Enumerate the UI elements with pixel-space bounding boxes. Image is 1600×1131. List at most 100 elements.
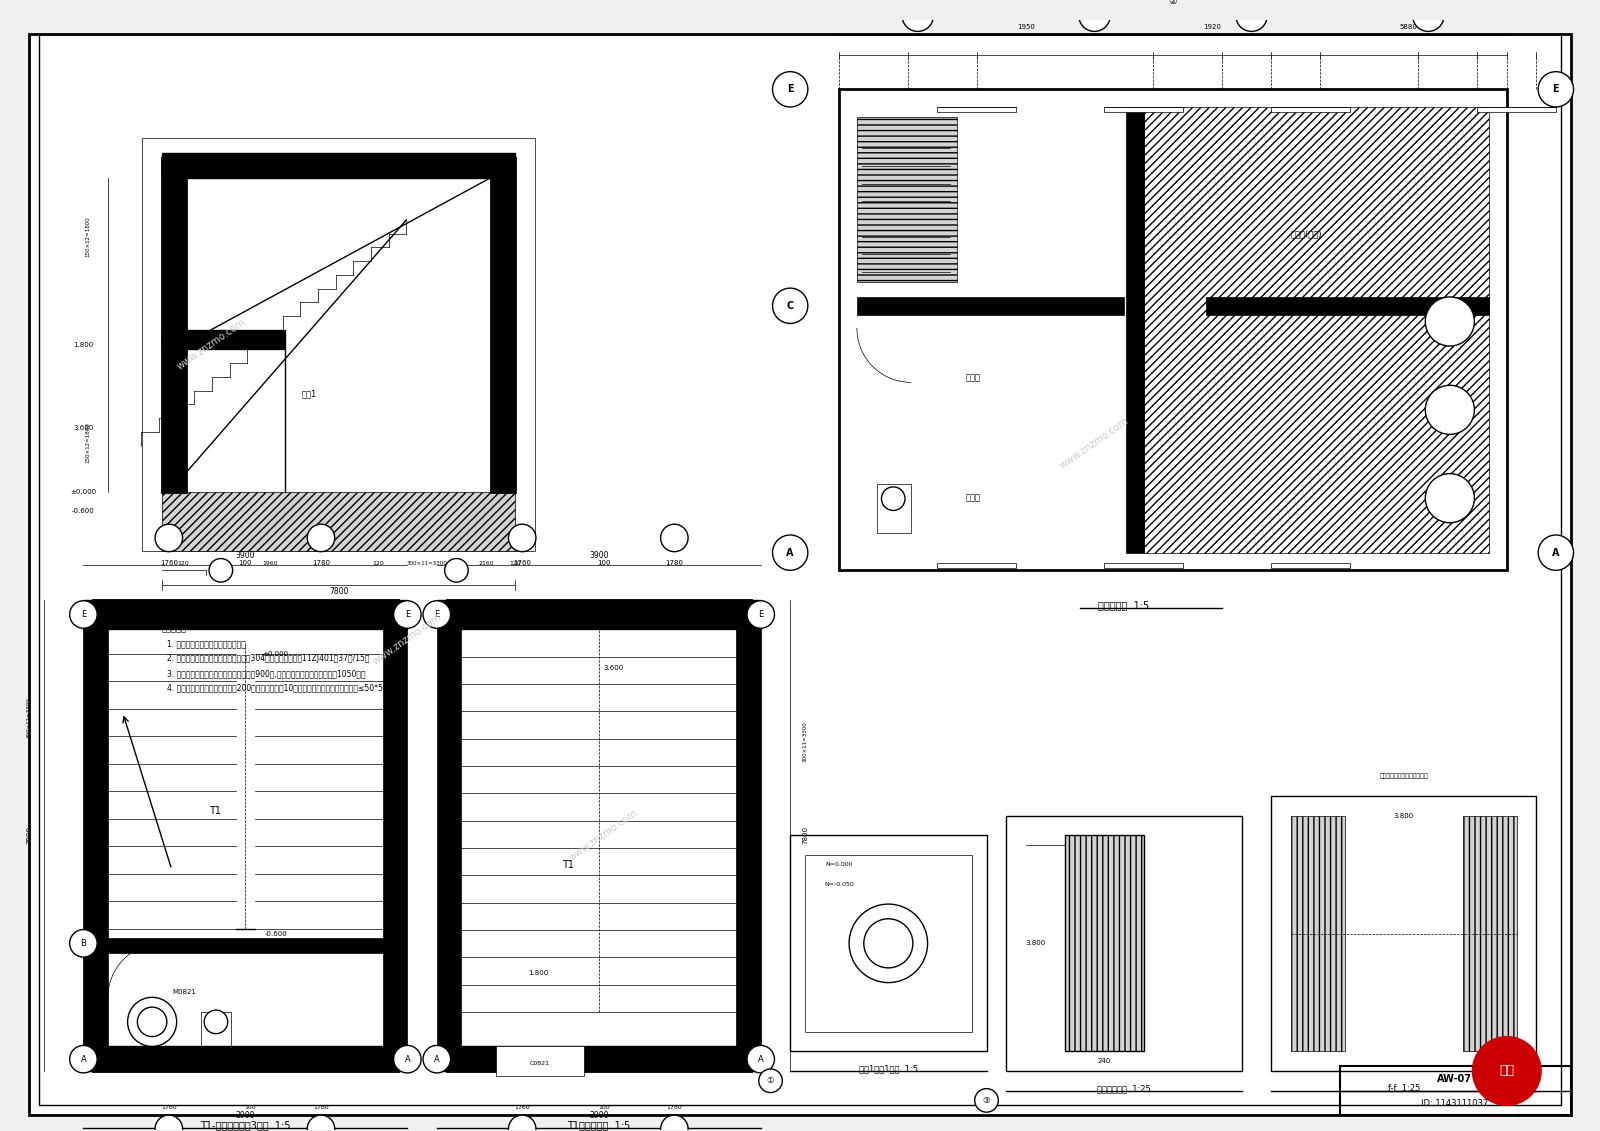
Text: 150×12=1800: 150×12=1800	[86, 422, 91, 463]
Bar	[83, 1046, 408, 1071]
Text: 300×11=3300: 300×11=3300	[803, 720, 808, 761]
Text: N=-0.050: N=-0.050	[824, 882, 854, 887]
Bar	[858, 297, 1123, 314]
Circle shape	[394, 1045, 421, 1073]
Text: 100: 100	[238, 561, 253, 567]
Bar	[1270, 563, 1350, 569]
Text: 休息室: 休息室	[965, 373, 981, 382]
Text: 300×11=3300: 300×11=3300	[27, 697, 32, 737]
Bar	[142, 138, 534, 551]
Text: ③: ③	[982, 1096, 990, 1105]
Circle shape	[1078, 0, 1110, 32]
Text: 钢筋混凝土柱，尺寸详结构。: 钢筋混凝土柱，尺寸详结构。	[1379, 774, 1429, 779]
Circle shape	[747, 1045, 774, 1073]
Text: ±0.000: ±0.000	[70, 489, 96, 494]
Circle shape	[70, 1045, 98, 1073]
Text: A: A	[758, 1055, 763, 1063]
Text: 工作间(车间): 工作间(车间)	[1291, 230, 1322, 239]
Bar	[840, 89, 1507, 570]
Circle shape	[661, 524, 688, 552]
Text: T1: T1	[210, 805, 221, 815]
Bar	[938, 107, 1016, 112]
Bar	[1126, 107, 1144, 553]
Circle shape	[661, 1115, 688, 1131]
Circle shape	[864, 918, 914, 968]
Bar	[1006, 815, 1242, 1071]
Bar	[1144, 107, 1490, 553]
Bar	[1291, 815, 1346, 1052]
Text: C: C	[787, 301, 794, 311]
Text: 1950: 1950	[1018, 25, 1035, 31]
Text: -0.600: -0.600	[264, 931, 286, 936]
Text: 1760: 1760	[162, 1105, 176, 1110]
Circle shape	[773, 535, 808, 570]
Bar	[162, 330, 285, 349]
Text: 1760: 1760	[160, 561, 178, 567]
Text: 1960: 1960	[262, 561, 278, 566]
Bar	[491, 158, 515, 492]
Circle shape	[1538, 535, 1573, 570]
Bar	[437, 629, 461, 1046]
Text: M0821: M0821	[173, 990, 197, 995]
Text: -0.600: -0.600	[72, 509, 94, 515]
Text: 知来: 知来	[1499, 1064, 1514, 1078]
Text: 1780: 1780	[666, 561, 683, 567]
Bar	[162, 158, 187, 492]
Text: 3.600: 3.600	[74, 425, 93, 431]
Text: ±0.000: ±0.000	[262, 650, 290, 657]
Text: 楼梯说明：: 楼梯说明：	[162, 624, 187, 633]
Circle shape	[155, 524, 182, 552]
Text: A: A	[1552, 547, 1560, 558]
Text: T1A-A剖面图  1:5: T1A-A剖面图 1:5	[301, 610, 376, 620]
Text: T1-层平面图、卫3大样  1:5: T1-层平面图、卫3大样 1:5	[200, 1120, 291, 1130]
Circle shape	[758, 1069, 782, 1093]
Text: 1780: 1780	[314, 1105, 328, 1110]
Circle shape	[1426, 474, 1474, 523]
Text: 5880: 5880	[1400, 25, 1418, 31]
Circle shape	[1538, 71, 1573, 107]
Circle shape	[210, 559, 232, 582]
Circle shape	[974, 1089, 998, 1112]
Text: A: A	[405, 1055, 410, 1063]
Bar	[877, 484, 910, 533]
Circle shape	[307, 524, 334, 552]
Text: 120: 120	[178, 561, 189, 566]
Text: 7800: 7800	[802, 827, 808, 845]
Text: T1: T1	[562, 860, 574, 870]
Text: ID: 1143111037: ID: 1143111037	[1421, 1099, 1488, 1108]
Text: 3.800: 3.800	[1394, 813, 1414, 819]
Text: ①: ①	[766, 1077, 774, 1086]
Text: 楼梯1: 楼梯1	[301, 389, 317, 398]
Text: E: E	[405, 610, 410, 619]
Bar	[93, 599, 397, 1071]
Circle shape	[422, 1045, 451, 1073]
Text: 7800: 7800	[27, 827, 32, 845]
Bar	[1270, 107, 1350, 112]
Circle shape	[445, 559, 469, 582]
Circle shape	[882, 486, 906, 510]
Circle shape	[773, 71, 808, 107]
Bar	[736, 629, 760, 1046]
Circle shape	[394, 601, 421, 628]
Circle shape	[155, 1115, 182, 1131]
Text: 2. 楼梯扶手栏杆采用不锈钢扶手（采用304钢质），大样详见11ZJ401第37页/15。: 2. 楼梯扶手栏杆采用不锈钢扶手（采用304钢质），大样详见11ZJ401第37…	[166, 654, 370, 663]
Text: 3. 楼梯扶手高度应该及自楼梯面超高度为900高,水平段扶手高度自楼板面超过1050高。: 3. 楼梯扶手高度应该及自楼梯面超高度为900高,水平段扶手高度自楼板面超过10…	[166, 668, 365, 677]
Text: 3900: 3900	[235, 551, 254, 560]
Text: 4. 楼梯踏步平台宜量，最小大于200此栏杆立板起第10节楼梯细本防护网静螺栓，网孔≤50*50: 4. 楼梯踏步平台宜量，最小大于200此栏杆立板起第10节楼梯细本防护网静螺栓，…	[166, 683, 387, 692]
Bar	[1270, 796, 1536, 1071]
Text: 2160: 2160	[478, 561, 494, 566]
Circle shape	[70, 601, 98, 628]
Circle shape	[138, 1007, 166, 1037]
Text: 100: 100	[245, 1105, 256, 1110]
Text: 3900: 3900	[589, 1111, 608, 1120]
Text: E: E	[1552, 85, 1558, 94]
Text: T1二层平面图  1:5: T1二层平面图 1:5	[566, 1120, 630, 1130]
Text: 120: 120	[509, 561, 522, 566]
Text: 卫生间: 卫生间	[965, 493, 981, 502]
Bar	[446, 599, 750, 1071]
Text: C0821: C0821	[530, 1061, 550, 1065]
Circle shape	[1413, 0, 1443, 32]
Circle shape	[850, 904, 928, 983]
Circle shape	[205, 1010, 227, 1034]
Circle shape	[1235, 0, 1267, 32]
